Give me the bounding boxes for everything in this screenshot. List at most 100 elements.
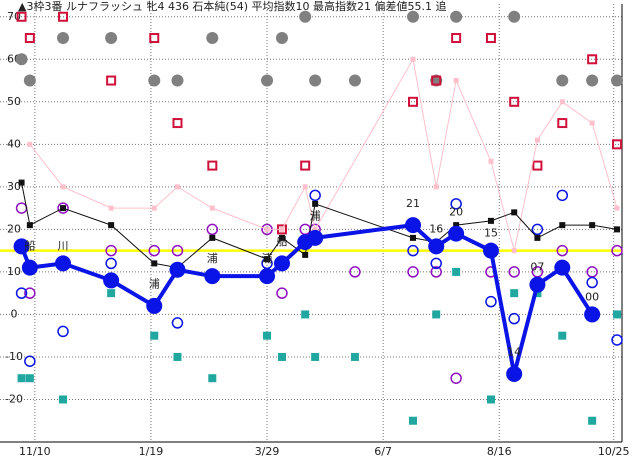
y-tick-label: 10 <box>7 265 21 278</box>
marker <box>207 160 218 171</box>
marker <box>348 74 361 87</box>
point <box>614 205 620 211</box>
marker <box>206 32 219 45</box>
marker <box>173 352 182 361</box>
point-label: 浦 <box>310 210 321 223</box>
marker <box>558 331 567 340</box>
point <box>529 276 546 293</box>
point <box>453 78 459 84</box>
marker <box>59 395 68 404</box>
marker <box>430 257 442 270</box>
point-label: 20 <box>449 205 463 218</box>
point <box>278 234 285 241</box>
marker <box>508 312 520 325</box>
point <box>259 268 276 285</box>
y-tick-label: -10 <box>5 350 23 363</box>
marker <box>58 11 69 22</box>
marker <box>485 295 497 308</box>
marker <box>300 160 311 171</box>
point <box>312 200 319 207</box>
point <box>433 184 439 190</box>
marker <box>451 33 462 44</box>
marker <box>57 325 69 338</box>
marker <box>171 317 184 329</box>
marker <box>309 189 321 202</box>
marker <box>350 352 359 361</box>
point <box>169 261 186 278</box>
point <box>312 226 318 232</box>
point <box>55 255 72 272</box>
y-tick-label: 30 <box>7 180 21 193</box>
marker <box>206 223 219 236</box>
point-label: 21 <box>406 197 420 210</box>
point <box>448 225 465 242</box>
point <box>554 259 571 276</box>
point <box>511 209 518 216</box>
point <box>410 56 416 62</box>
marker <box>57 202 69 214</box>
marker <box>486 395 495 404</box>
point <box>60 184 66 190</box>
marker <box>24 355 36 367</box>
marker <box>171 244 184 257</box>
point <box>307 229 324 246</box>
x-tick-label: 1/19 <box>139 445 164 458</box>
point <box>279 226 285 232</box>
point <box>487 217 494 224</box>
marker <box>452 267 461 276</box>
point-label: 16 <box>429 222 443 235</box>
point-label: 07 <box>530 261 544 274</box>
marker <box>349 266 361 278</box>
marker <box>508 266 520 278</box>
point <box>21 259 38 276</box>
x-tick-label: 8/16 <box>487 445 512 458</box>
point <box>584 306 601 323</box>
marker <box>57 32 70 45</box>
chart-title: ▲3枠3番 ルナフラッシュ 牝4 436 石本純(54) 平均指数10 最高指数… <box>18 0 447 13</box>
point <box>559 99 565 105</box>
point <box>482 242 499 259</box>
marker <box>613 310 622 319</box>
marker <box>148 74 161 87</box>
point-label: 船 <box>24 238 35 252</box>
point <box>534 137 540 143</box>
marker <box>261 74 274 87</box>
marker <box>407 10 420 23</box>
x-tick-label: 6/7 <box>374 445 392 458</box>
marker <box>16 11 27 22</box>
marker <box>148 244 161 257</box>
marker <box>106 75 117 86</box>
marker <box>105 244 117 257</box>
y-tick-label: 50 <box>7 95 21 108</box>
marker <box>611 244 623 257</box>
x-tick-label: 3/29 <box>255 445 280 458</box>
marker <box>24 33 35 44</box>
marker <box>533 289 542 298</box>
point <box>589 120 595 126</box>
marker <box>15 53 28 66</box>
point-label: 川 <box>58 239 69 252</box>
point <box>209 205 215 211</box>
marker <box>149 33 160 44</box>
marker <box>172 118 183 129</box>
series-line <box>21 182 618 269</box>
marker <box>588 416 597 425</box>
marker <box>485 33 496 44</box>
marker <box>432 310 441 319</box>
marker <box>275 32 288 45</box>
point <box>302 251 309 258</box>
marker <box>25 374 34 383</box>
point <box>264 256 271 263</box>
point <box>27 141 33 147</box>
marker <box>509 96 520 107</box>
point-label: 14 <box>507 346 521 359</box>
marker <box>556 189 569 202</box>
marker <box>611 74 624 87</box>
marker <box>431 75 442 86</box>
point <box>589 222 596 229</box>
point <box>18 179 25 186</box>
marker <box>450 198 462 210</box>
point <box>410 234 417 241</box>
marker <box>532 160 543 171</box>
